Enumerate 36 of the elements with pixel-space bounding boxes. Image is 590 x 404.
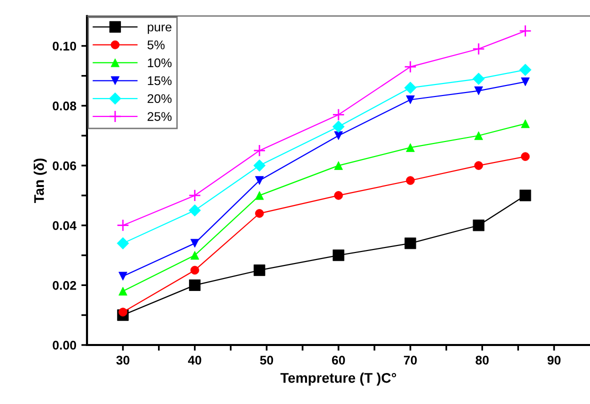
point — [253, 144, 266, 157]
y-tick-label: 0.00 — [52, 340, 76, 350]
y-tick-label: 0.10 — [52, 42, 76, 51]
legend-label: 10% — [148, 58, 172, 68]
x-tick-label: 40 — [188, 356, 202, 365]
legend-label: 25% — [148, 112, 172, 121]
point — [190, 250, 200, 260]
y-tick-label: 0.08 — [52, 102, 76, 110]
point — [116, 237, 130, 250]
x-tick-label: 50 — [260, 356, 274, 365]
point — [189, 279, 201, 291]
x-axis-title: Tempreture (T )C° — [280, 372, 396, 386]
y-tick-label: 0.06 — [52, 161, 76, 170]
point — [116, 219, 130, 232]
point — [472, 42, 485, 56]
point — [190, 238, 200, 248]
y-tick-label: 0.04 — [52, 221, 77, 230]
point — [520, 77, 530, 86]
x-tick-label: 30 — [116, 356, 130, 365]
x-tick-label: 80 — [476, 356, 489, 365]
legend-label: 20% — [148, 94, 172, 104]
y-axis-title: Tan (δ) — [34, 158, 47, 203]
point — [520, 190, 532, 202]
y-tick-label: 0.02 — [52, 280, 76, 290]
point — [520, 119, 530, 128]
point — [404, 60, 417, 74]
x-tick-label: 70 — [404, 356, 417, 365]
point — [406, 143, 415, 152]
point — [188, 189, 202, 202]
legend-label: 5% — [148, 40, 165, 50]
point — [519, 24, 532, 38]
legend-label: pure — [148, 24, 172, 34]
legend-label: 15% — [148, 76, 172, 86]
point — [332, 108, 345, 121]
x-tick-label: 90 — [548, 356, 561, 365]
x-tick-label: 60 — [332, 356, 345, 365]
